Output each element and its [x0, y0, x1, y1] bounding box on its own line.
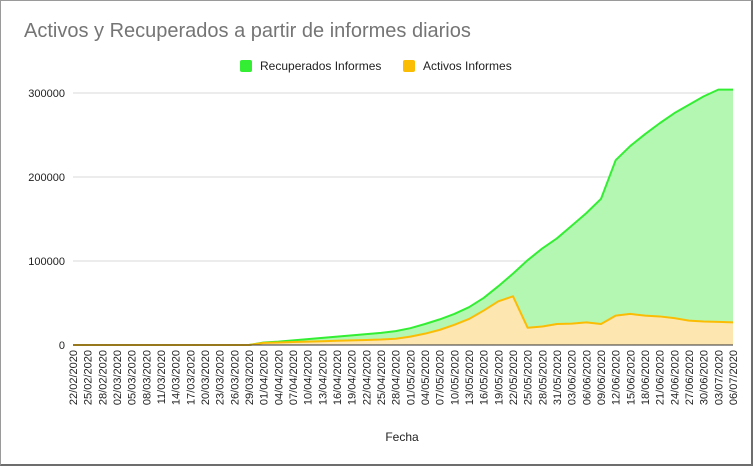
x-tick-label: 10/05/2020	[449, 350, 461, 405]
x-tick-label: 25/05/2020	[523, 350, 535, 405]
x-tick-label: 28/05/2020	[537, 350, 549, 405]
x-axis-title: Fecha	[385, 430, 419, 444]
x-tick-label: 18/06/2020	[640, 350, 652, 405]
legend-swatch-activos	[403, 60, 415, 72]
x-tick-label: 07/05/2020	[435, 350, 447, 405]
x-tick-label: 13/05/2020	[464, 350, 476, 405]
x-tick-label: 06/06/2020	[581, 350, 593, 405]
x-tick-label: 28/04/2020	[391, 350, 403, 405]
x-tick-label: 11/03/2020	[156, 350, 168, 404]
series-area-0	[73, 89, 733, 345]
x-tick-label: 10/04/2020	[303, 350, 315, 405]
x-tick-label: 19/04/2020	[347, 350, 359, 405]
x-tick-label: 09/06/2020	[596, 350, 608, 405]
x-tick-label: 02/03/2020	[112, 350, 124, 405]
legend-label-recuperados: Recuperados Informes	[260, 59, 381, 73]
x-tick-label: 12/06/2020	[611, 350, 623, 405]
x-tick-label: 05/03/2020	[127, 350, 139, 405]
chart-title: Activos y Recuperados a partir de inform…	[24, 20, 471, 42]
x-tick-label: 08/03/2020	[141, 350, 153, 405]
x-tick-label: 30/06/2020	[699, 350, 711, 405]
x-tick-label: 26/03/2020	[229, 350, 241, 405]
x-tick-label: 23/03/2020	[215, 350, 227, 405]
x-tick-label: 20/03/2020	[200, 350, 212, 405]
x-tick-label: 03/07/2020	[713, 350, 725, 405]
x-tick-label: 13/04/2020	[317, 350, 329, 405]
x-tick-label: 22/04/2020	[361, 350, 373, 405]
y-tick-label: 200000	[28, 172, 65, 184]
legend-label-activos: Activos Informes	[423, 59, 512, 73]
x-tick-label: 14/03/2020	[171, 350, 183, 405]
x-tick-label: 31/05/2020	[552, 350, 564, 405]
legend: Recuperados Informes Activos Informes	[240, 59, 512, 73]
x-tick-label: 16/05/2020	[479, 350, 491, 405]
x-tick-label: 25/04/2020	[376, 350, 388, 405]
series-areas	[73, 88, 734, 346]
x-tick-label: 06/07/2020	[728, 350, 740, 405]
x-tick-label: 28/02/2020	[97, 350, 109, 405]
x-tick-label: 27/06/2020	[684, 350, 696, 405]
x-tick-label: 19/05/2020	[493, 350, 505, 405]
x-tick-label: 01/04/2020	[259, 350, 271, 405]
x-tick-label: 29/03/2020	[244, 350, 256, 405]
series-area-1	[73, 296, 733, 345]
x-tick-label: 04/05/2020	[420, 350, 432, 405]
legend-swatch-recuperados	[240, 60, 252, 72]
x-tick-label: 07/04/2020	[288, 350, 300, 405]
y-tick-label: 0	[59, 340, 65, 352]
x-tick-label: 01/05/2020	[405, 350, 417, 405]
x-tick-label: 24/06/2020	[669, 350, 681, 405]
y-tick-label: 100000	[28, 256, 65, 268]
x-tick-label: 25/02/2020	[83, 350, 95, 405]
x-tick-label: 22/05/2020	[508, 350, 520, 405]
x-tick-label: 15/06/2020	[625, 350, 637, 405]
x-tick-label: 22/02/2020	[68, 350, 80, 405]
x-tick-label: 04/04/2020	[273, 350, 285, 405]
x-tick-label: 21/06/2020	[655, 350, 667, 405]
x-tick-label: 16/04/2020	[332, 350, 344, 405]
x-tick-label: 03/06/2020	[567, 350, 579, 405]
x-tick-label: 17/03/2020	[185, 350, 197, 405]
y-tick-label: 300000	[28, 88, 65, 100]
